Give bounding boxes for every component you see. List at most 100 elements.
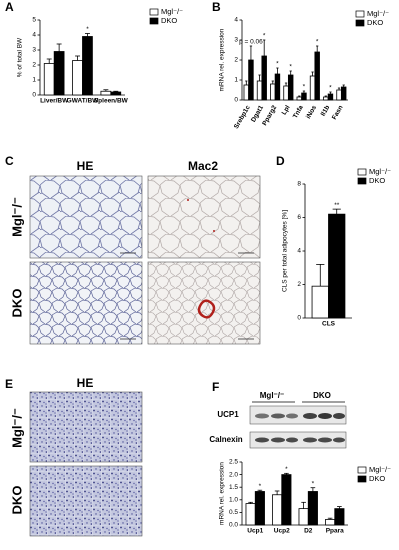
column-title: HE xyxy=(77,159,94,173)
bar xyxy=(328,213,346,319)
bar xyxy=(261,55,267,101)
crown-like-structure xyxy=(197,299,216,319)
y-tick-label: 0 xyxy=(297,315,301,322)
y-tick-label: 2.5 xyxy=(229,459,238,466)
bar xyxy=(248,59,254,101)
y-tick-label: 0.5 xyxy=(229,509,238,516)
row-label: DKO xyxy=(9,289,24,318)
annotation: * xyxy=(285,466,288,473)
row-label: DKO xyxy=(9,486,24,515)
x-tick-label: D2 xyxy=(304,528,313,535)
panel-label: D xyxy=(276,154,285,168)
bar xyxy=(309,75,316,101)
y-axis-label: mRNA rel. expression xyxy=(219,462,226,525)
bar xyxy=(296,96,303,101)
annotation: * xyxy=(86,26,89,33)
legend-label: DKO xyxy=(161,16,177,25)
bar xyxy=(307,491,318,526)
annotation: * xyxy=(289,64,292,71)
x-tick-label: Srebp1c xyxy=(233,104,252,130)
y-tick-label: 4 xyxy=(234,17,238,24)
column-title: HE xyxy=(77,376,94,390)
bar xyxy=(274,73,281,101)
y-tick-label: 8 xyxy=(297,181,301,188)
bar xyxy=(325,519,336,526)
micrograph xyxy=(29,465,143,537)
legend-swatch xyxy=(149,17,159,25)
micrograph xyxy=(147,261,261,345)
stain-spot xyxy=(187,199,189,201)
x-tick-label: CLS xyxy=(322,321,336,328)
micrograph xyxy=(29,261,143,345)
bar xyxy=(272,494,283,526)
x-tick-label: iNos xyxy=(305,104,318,120)
y-tick-label: 0 xyxy=(234,97,238,104)
x-tick-label: Liver/BW xyxy=(40,98,69,105)
legend-swatch xyxy=(355,19,365,27)
x-tick-label: Spleen/BW xyxy=(94,98,129,105)
annotation: * xyxy=(263,33,266,40)
annotation: * xyxy=(329,85,332,92)
bands xyxy=(255,413,345,443)
blot-group: Mgl⁻/⁻ xyxy=(260,391,284,400)
bar xyxy=(287,74,294,101)
bar xyxy=(72,60,83,96)
bar xyxy=(334,508,345,526)
annotation: * xyxy=(276,61,279,68)
bar xyxy=(311,285,329,319)
band-label: Calnexin xyxy=(209,435,242,444)
x-tick-label: GWAT/BW xyxy=(67,98,100,105)
legend-label: DKO xyxy=(369,176,385,185)
legend-label: DKO xyxy=(367,18,383,27)
row-label: Mgl⁻/⁻ xyxy=(9,197,24,237)
bar xyxy=(323,96,329,101)
legend-label: Mgl⁻/⁻ xyxy=(369,167,391,176)
legend-swatch xyxy=(357,475,367,483)
y-tick-label: 3 xyxy=(234,37,238,44)
annotation: * xyxy=(303,84,306,91)
x-tick-label: Fasn xyxy=(331,104,345,121)
bar xyxy=(243,84,250,101)
micrograph xyxy=(29,175,143,259)
x-tick-label: Ucp1 xyxy=(247,528,263,535)
panel-label: A xyxy=(5,0,14,14)
y-axis-label: % of total BW xyxy=(17,37,24,77)
bar xyxy=(301,92,307,101)
x-tick-label: Lpl xyxy=(281,104,292,116)
y-tick-label: 2 xyxy=(297,281,301,288)
legend-swatch xyxy=(357,177,367,185)
legend-swatch xyxy=(355,10,365,18)
y-tick-label: 3 xyxy=(32,47,36,54)
column-title: Mac2 xyxy=(188,159,218,173)
panel-label: F xyxy=(212,380,219,394)
y-tick-label: 2 xyxy=(234,57,238,64)
annotation: * xyxy=(316,39,319,46)
y-tick-label: 1 xyxy=(32,77,36,84)
bar xyxy=(100,90,112,96)
y-tick-label: 2.0 xyxy=(229,471,238,478)
y-tick-label: 4 xyxy=(32,32,36,39)
bar xyxy=(270,83,276,101)
micrograph xyxy=(147,175,261,259)
x-tick-label: Tnfa xyxy=(292,104,305,120)
stain-spot xyxy=(213,230,215,232)
y-tick-label: 6 xyxy=(297,214,301,221)
legend-swatch xyxy=(149,8,159,16)
annotation: p = 0.06 xyxy=(239,39,263,46)
y-tick-label: 5 xyxy=(32,17,36,24)
blot xyxy=(249,405,347,425)
panel-label: B xyxy=(212,0,221,14)
legend-label: Mgl⁻/⁻ xyxy=(369,465,391,474)
y-axis-label: mRNA rel. expression xyxy=(219,28,226,91)
legend-label: Mgl⁻/⁻ xyxy=(367,9,389,18)
bar xyxy=(245,503,256,526)
panel-label: E xyxy=(5,377,13,391)
y-tick-label: 2 xyxy=(32,62,36,69)
bar xyxy=(340,86,347,101)
x-tick-label: Il1b xyxy=(320,104,332,117)
bar xyxy=(298,508,309,526)
bar xyxy=(254,491,265,526)
micrograph xyxy=(29,391,143,463)
